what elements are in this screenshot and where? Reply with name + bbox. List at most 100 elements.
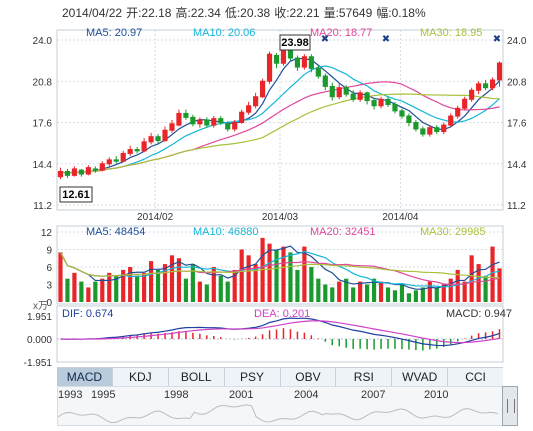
- volume-bar: [344, 278, 349, 302]
- price-ytick-right: 14.4: [507, 160, 527, 171]
- vol-ma30-label: MA30: 29985: [420, 226, 485, 238]
- timeline-navigator[interactable]: 1993 1995 1998 2001 2004 2007 2010: [57, 386, 503, 426]
- volume-bar: [469, 255, 474, 302]
- low-callout-box: [59, 186, 93, 203]
- volume-bar: [476, 264, 481, 302]
- volume-bar: [427, 281, 432, 302]
- volume-bar: [176, 258, 182, 302]
- candle-down: [385, 98, 391, 105]
- timeline-year: 2004: [294, 389, 319, 401]
- ma5-line: [60, 57, 500, 175]
- volume-bar: [371, 278, 377, 302]
- candle-down: [329, 85, 335, 98]
- volume-bar: [462, 281, 467, 302]
- volume-bar: [183, 278, 189, 302]
- high-callout-box: [279, 34, 311, 51]
- candle-up: [496, 62, 503, 81]
- macd-label: MACD: 0.947: [446, 308, 512, 320]
- timeline-year: 1995: [91, 389, 116, 401]
- volume-bar: [302, 246, 307, 302]
- volume-bar: [330, 287, 335, 302]
- low-callout: 12.61: [62, 189, 90, 201]
- tab-wvad[interactable]: WVAD: [392, 368, 449, 386]
- candle-down: [287, 49, 294, 59]
- volume-bar: [246, 255, 251, 302]
- tab-rsi[interactable]: RSI: [336, 368, 393, 386]
- price-ytick-left: 11.2: [33, 201, 52, 212]
- volume-bar: [420, 287, 425, 302]
- candle-down: [294, 57, 301, 68]
- volume-bar: [309, 267, 314, 302]
- candle-up: [489, 79, 496, 89]
- candle-down: [308, 56, 314, 69]
- volume-bar: [448, 278, 453, 302]
- volume-bar: [65, 278, 70, 302]
- volume-bar: [148, 261, 154, 302]
- candle-down: [273, 54, 280, 64]
- candle-down: [225, 123, 231, 130]
- vol-ma10-label: MA10: 46880: [193, 226, 258, 238]
- volume-bar: [288, 252, 293, 302]
- candle-down: [420, 128, 426, 135]
- tab-psy[interactable]: PSY: [225, 368, 281, 386]
- tab-boll[interactable]: BOLL: [169, 368, 225, 386]
- candle-up: [211, 118, 217, 126]
- volume-bar: [337, 281, 342, 302]
- volume-bar: [121, 269, 126, 302]
- quote-high: 高:22.34: [175, 6, 221, 20]
- volume-bar: [441, 284, 446, 302]
- volume-bar: [190, 264, 195, 302]
- volume-bar: [455, 269, 460, 302]
- candle-down: [315, 67, 321, 77]
- timeline-drag-handle[interactable]: [502, 386, 518, 426]
- grip-icon: [507, 399, 515, 413]
- ma30-label: MA30: 18.95: [420, 27, 482, 39]
- stock-chart[interactable]: MA5: 20.97 MA10: 20.06 MA20: 18.77 MA30:…: [0, 0, 533, 366]
- volume-bar: [497, 268, 502, 302]
- candle-up: [469, 89, 475, 100]
- volume-bar: [406, 293, 412, 302]
- vol-ma20-label: MA20: 32451: [310, 226, 375, 238]
- price-ytick-left: 24.0: [33, 36, 53, 47]
- macd-ytick: 1.951: [27, 312, 52, 323]
- timeline-year: 1993: [58, 389, 83, 401]
- candle-down: [343, 87, 349, 95]
- price-ytick-left: 14.4: [33, 160, 53, 171]
- candle-down: [92, 168, 98, 171]
- timeline-sparkline: [58, 404, 499, 423]
- volume-bar: [399, 284, 405, 302]
- candle-down: [113, 159, 119, 162]
- tab-cci[interactable]: CCI: [465, 370, 486, 384]
- candle-up: [127, 149, 133, 154]
- volume-bar: [365, 284, 370, 302]
- candle-up: [162, 129, 168, 142]
- volume-bar: [169, 255, 175, 302]
- candle-down: [155, 136, 161, 142]
- candle-up: [301, 56, 307, 68]
- volume-ytick: 6: [46, 263, 52, 274]
- tab-macd[interactable]: MACD: [57, 368, 113, 386]
- candle-down: [190, 116, 196, 125]
- volume-bar: [58, 252, 63, 302]
- candle-up: [57, 170, 64, 178]
- volume-bar: [413, 290, 418, 302]
- candle-down: [322, 75, 328, 87]
- indicator-tabs: MACD KDJ BOLL PSY OBV RSI WVAD CCI: [57, 367, 503, 387]
- quote-volume: 量:57649: [323, 6, 373, 20]
- price-ytick-left: 20.8: [33, 77, 53, 88]
- tab-obv[interactable]: OBV: [281, 368, 337, 386]
- candle-up: [280, 48, 287, 64]
- candle-down: [64, 170, 71, 176]
- candle-up: [148, 136, 154, 143]
- candle-up: [427, 127, 433, 135]
- volume-bar: [316, 278, 321, 302]
- candle-down: [399, 110, 405, 117]
- candle-down: [482, 83, 489, 89]
- candle-up: [169, 123, 175, 131]
- candle-up: [176, 112, 182, 126]
- timeline-year: 2007: [361, 389, 386, 401]
- dea-label: DEA: 0.201: [254, 308, 310, 320]
- tab-kdj[interactable]: KDJ: [113, 368, 169, 386]
- quote-info-bar: 2014/04/22 开:22.18 高:22.34 低:20.38 收:22.21 量:…: [62, 4, 430, 21]
- candle-down: [392, 103, 398, 112]
